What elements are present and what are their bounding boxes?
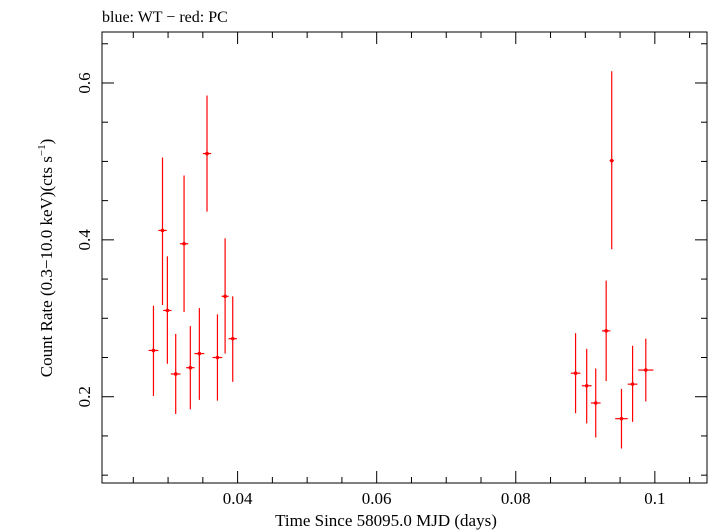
point-marker <box>173 372 178 376</box>
point-marker <box>644 368 648 372</box>
data-point <box>609 71 614 250</box>
y-tick-label: 0.4 <box>75 229 94 251</box>
plot-frame <box>101 31 708 484</box>
point-marker <box>215 355 220 360</box>
data-point <box>228 296 237 382</box>
data-point <box>158 157 167 305</box>
point-marker <box>205 151 209 156</box>
point-marker <box>160 228 165 233</box>
point-marker <box>165 308 170 313</box>
point-marker <box>573 371 578 375</box>
data-point <box>163 256 172 364</box>
data-point <box>212 314 223 401</box>
data-point <box>179 175 189 313</box>
point-marker <box>197 351 202 356</box>
axis-tick-labels: 0.04 0.06 0.08 0.1 0.2 0.4 0.6 <box>75 72 665 508</box>
y-axis-label-end: ) <box>37 139 56 145</box>
y-tick-label: 0.2 <box>75 386 94 407</box>
point-marker <box>619 416 624 421</box>
data-point <box>627 345 638 422</box>
data-point <box>202 95 212 212</box>
y-axis-label-main: Count Rate (0.3−10.0 keV)(cts s <box>37 156 56 377</box>
point-marker <box>230 336 235 341</box>
point-marker <box>182 241 186 246</box>
point-marker <box>593 401 598 405</box>
data-point <box>615 388 628 449</box>
point-marker <box>609 158 614 163</box>
x-axis-label: Time Since 58095.0 MJD (days) <box>275 511 497 530</box>
data-point <box>570 333 581 414</box>
point-marker <box>151 348 156 353</box>
y-axis-label-exponent: −1 <box>36 144 48 156</box>
point-marker <box>188 365 193 370</box>
pc-series <box>148 71 654 449</box>
x-tick-label: 0.08 <box>501 489 531 508</box>
point-marker <box>630 382 635 386</box>
point-marker <box>223 294 227 299</box>
point-marker <box>604 329 608 333</box>
data-point <box>194 308 205 400</box>
x-tick-label: 0.06 <box>362 489 392 508</box>
data-point <box>638 338 654 402</box>
data-point <box>601 280 611 382</box>
data-point <box>581 348 592 424</box>
data-point <box>170 333 181 414</box>
data-point <box>221 238 229 354</box>
x-tick-label: 0.04 <box>223 489 253 508</box>
data-point <box>590 368 601 438</box>
data-point <box>148 305 159 396</box>
axis-ticks <box>102 32 707 483</box>
chart-title: blue: WT − red: PC <box>102 9 228 26</box>
data-point <box>186 326 195 410</box>
point-marker <box>584 383 589 388</box>
x-tick-label: 0.1 <box>644 489 665 508</box>
y-axis-label: Count Rate (0.3−10.0 keV)(cts s−1) <box>36 139 56 378</box>
y-tick-label: 0.6 <box>75 72 94 93</box>
